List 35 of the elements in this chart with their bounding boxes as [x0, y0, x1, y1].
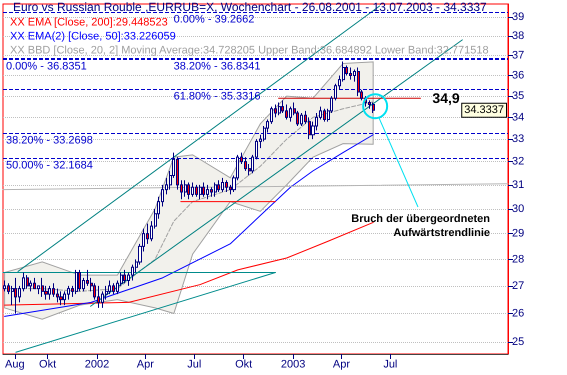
annotation: 0.00% - 36.8351	[6, 60, 87, 72]
text: XX EMA [Close, 200]:29.448523	[10, 16, 168, 28]
x-tick-label: Aug	[5, 358, 25, 370]
x-tick-label: Okt	[235, 358, 252, 370]
x-tick-label: 2002	[84, 358, 110, 370]
x-tick-label: Apr	[332, 358, 350, 370]
y-tick-label: 36	[512, 70, 524, 82]
annotation: 34,9	[432, 90, 460, 106]
y-tick-label: 26	[512, 308, 524, 320]
x-tick-label: 2003	[280, 358, 306, 370]
annotation: 50.00% - 32.1684	[6, 159, 93, 172]
y-tick-label: 30	[512, 202, 524, 215]
y-tick-label: 35	[512, 90, 524, 102]
annotation: Bruch der übergeordneten Aufwärtstrendlinie	[351, 213, 490, 239]
y-tick-label: 29	[512, 228, 524, 240]
annotation: 38.20% - 36.8341	[174, 60, 260, 72]
chart-title: Euro vs Russian Rouble ,EURRUB=X, Wochenchart - 26.08.2001 - 13.07.2003 - 34.3337	[13, 0, 488, 14]
y-tick-label: 39	[512, 11, 524, 24]
x-tick-label: Apr	[136, 358, 154, 370]
y-tick-label: 28	[512, 253, 524, 266]
annotation: 38.20% - 33.2698	[6, 134, 93, 147]
y-tick-label: 38	[512, 30, 524, 42]
y-tick-label: 27	[512, 280, 524, 292]
y-tick-label: 31	[512, 178, 524, 191]
y-tick-label: 25	[512, 336, 524, 348]
text: XX EMA(2) [Close, 50]:33.226059	[10, 30, 176, 42]
y-tick-label: 34	[512, 111, 524, 124]
y-tick-label: 37	[512, 50, 524, 62]
y-tick-label: 33	[512, 133, 524, 146]
x-tick-label: Jul	[187, 358, 202, 370]
annotation: 34.3337	[464, 104, 504, 116]
annotation: 0.00% - 39.2662	[174, 14, 254, 26]
x-tick-label: Okt	[39, 358, 56, 370]
x-tick-label: Jul	[383, 358, 398, 370]
y-tick-label: 32	[512, 156, 524, 168]
